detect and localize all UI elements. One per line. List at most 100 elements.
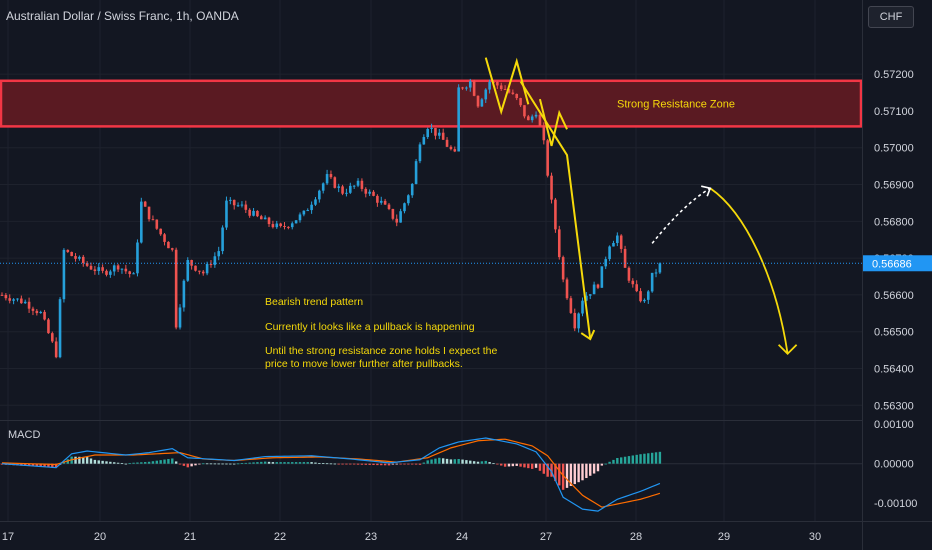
candle-body	[186, 260, 190, 281]
macd-histogram-bar	[24, 463, 27, 466]
macd-histogram-bar	[391, 463, 395, 465]
candle-body	[263, 217, 267, 220]
candle-body	[151, 219, 155, 221]
macd-histogram-bar	[527, 463, 530, 469]
candle-body	[635, 284, 638, 292]
candle-body	[279, 223, 282, 227]
macd-histogram-bar	[163, 459, 166, 464]
currency-button[interactable]: CHF	[868, 6, 914, 28]
candle-body	[395, 218, 399, 223]
projection-dotted-arrowhead[interactable]	[701, 185, 712, 197]
macd-histogram-bar	[426, 460, 429, 464]
macd-histogram-bar	[627, 456, 631, 464]
macd-axis[interactable]: -0.00100 0.00000 0.00100	[874, 419, 917, 510]
candle-body	[352, 185, 356, 187]
candle-body	[232, 199, 236, 206]
macd-histogram-bar	[496, 463, 499, 465]
candle-body	[379, 200, 383, 203]
resistance-zone[interactable]	[0, 79, 863, 128]
candle-body	[136, 242, 139, 274]
macd-histogram-bar	[205, 463, 209, 465]
macd-histogram-bar	[600, 463, 604, 466]
macd-histogram-bar	[279, 462, 282, 464]
candle-body	[337, 186, 340, 188]
macd-histogram-bar	[546, 463, 549, 477]
macd-histogram-bar	[577, 463, 580, 483]
projection-pullback-dotted[interactable]	[651, 187, 711, 244]
macd-pane	[0, 437, 862, 512]
candle-body	[445, 139, 449, 147]
macd-histogram-bar	[395, 463, 398, 465]
candle-body	[244, 204, 248, 210]
macd-tick-label: 0.00000	[874, 459, 914, 471]
candle-body	[81, 256, 85, 264]
macd-histogram-bar	[97, 460, 100, 464]
macd-histogram-bar	[147, 461, 151, 464]
macd-histogram-bar	[596, 463, 600, 472]
candle-body	[438, 132, 441, 136]
candle-body	[174, 249, 178, 328]
price-tick-label: 0.56600	[874, 290, 914, 302]
candle-body	[484, 89, 488, 100]
current-price-tag	[863, 255, 932, 272]
grid-lines	[0, 0, 862, 521]
candle-body	[588, 294, 592, 296]
price-axis[interactable]: 0.563000.564000.565000.566000.567000.568…	[874, 69, 914, 412]
note-bearish-pattern: Bearish trend pattern	[265, 296, 363, 308]
candle-body	[306, 210, 310, 212]
candle-body	[329, 174, 333, 178]
candle-body	[256, 210, 259, 217]
macd-histogram-bar	[372, 463, 375, 466]
candle-body	[325, 174, 329, 184]
drawing-annotations[interactable]	[484, 57, 798, 356]
downtrend-arrow-line[interactable]	[519, 80, 592, 340]
price-tick-label: 0.57000	[874, 143, 914, 155]
macd-histogram-bar	[380, 463, 383, 466]
candle-body	[132, 273, 135, 275]
time-tick-label: 27	[540, 531, 552, 543]
time-axis[interactable]: 17 20 21 22 23 24 27 28 29 30	[2, 531, 821, 543]
projection-arrowhead[interactable]	[777, 344, 798, 356]
macd-histogram-bar	[202, 463, 205, 465]
projection-drop-arc[interactable]	[709, 187, 789, 354]
candle-body	[54, 341, 58, 358]
candle-body	[78, 256, 81, 259]
candle-body	[248, 209, 251, 216]
candle-body	[453, 149, 457, 152]
macd-histogram-bar	[383, 463, 387, 466]
macd-histogram-bar	[554, 463, 557, 482]
note-expectation-line1: Until the strong resistance zone holds I…	[265, 345, 497, 357]
macd-histogram-bar	[310, 462, 313, 464]
candle-body	[592, 284, 596, 295]
macd-histogram-bar	[198, 463, 201, 465]
price-tick-label: 0.56400	[874, 363, 914, 375]
macd-histogram-bar	[449, 459, 453, 464]
candle-body	[51, 333, 54, 342]
candle-body	[407, 195, 410, 204]
macd-histogram-bar	[565, 463, 569, 488]
candle-body	[194, 265, 197, 271]
macd-histogram-bar	[314, 462, 317, 464]
time-tick-label: 30	[809, 531, 821, 543]
candle-body	[16, 298, 19, 300]
candle-body	[221, 227, 224, 252]
candle-body	[155, 219, 159, 229]
macd-histogram-bar	[364, 463, 367, 465]
macd-histogram-bar	[294, 462, 298, 464]
candle-body	[658, 263, 662, 273]
candle-body	[341, 186, 344, 194]
candle-body	[496, 81, 499, 86]
macd-histogram-bar	[612, 459, 615, 464]
candle-body	[120, 268, 124, 270]
macd-histogram-bar	[306, 462, 309, 464]
candle-body	[476, 95, 480, 107]
downtrend-arrowhead[interactable]	[580, 329, 596, 341]
candle-body	[321, 183, 325, 191]
candle-body	[35, 310, 39, 314]
time-tick-label: 29	[718, 531, 730, 543]
macd-histogram-bar	[530, 463, 534, 469]
macd-histogram-bar	[31, 463, 35, 467]
macd-histogram-bar	[635, 454, 638, 464]
candle-body	[287, 226, 290, 228]
